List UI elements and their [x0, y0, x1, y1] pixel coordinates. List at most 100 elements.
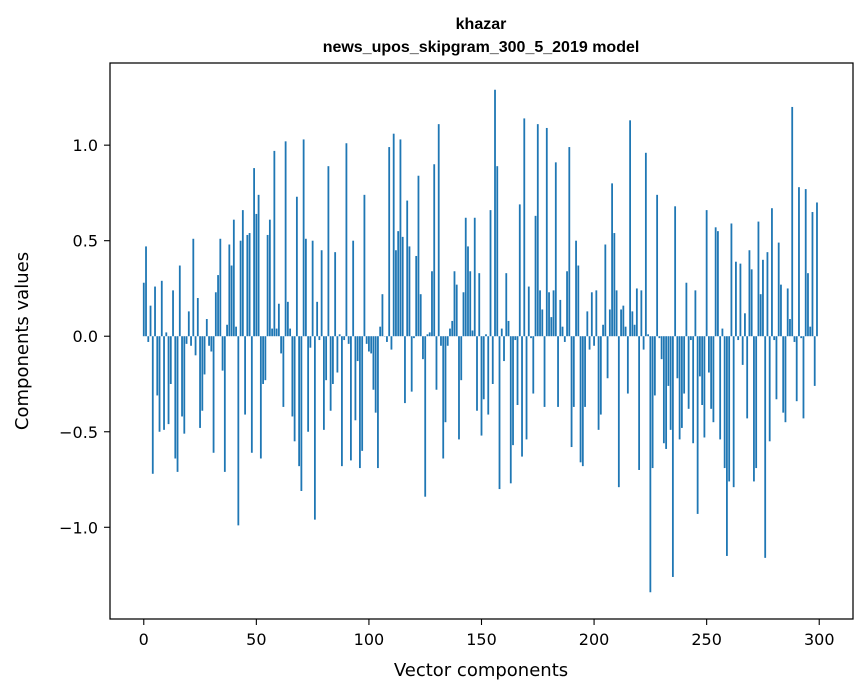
- bar-283: [780, 284, 782, 337]
- bar-234: [669, 336, 672, 430]
- bar-250: [705, 210, 708, 337]
- bar-53: [262, 336, 264, 384]
- bar-171: [527, 286, 530, 337]
- bar-165: [514, 336, 517, 341]
- bar-120: [413, 336, 415, 339]
- bar-191: [572, 336, 575, 407]
- bar-54: [264, 336, 267, 381]
- bar-88: [341, 336, 343, 467]
- bar-170: [525, 336, 528, 440]
- bar-240: [683, 336, 686, 394]
- x-axis-label: Vector components: [394, 660, 568, 681]
- bar-153: [487, 336, 490, 415]
- bar-65: [289, 328, 292, 337]
- bar-282: [777, 242, 780, 337]
- bar-9: [163, 336, 165, 430]
- bar-74: [309, 336, 312, 348]
- bar-248: [701, 336, 704, 405]
- bar-123: [419, 294, 422, 337]
- bar-174: [534, 215, 537, 337]
- bar-71: [302, 139, 305, 337]
- bar-141: [460, 336, 463, 381]
- bar-102: [372, 336, 375, 390]
- bar-154: [489, 210, 492, 337]
- bar-163: [509, 336, 512, 484]
- bar-46: [246, 234, 249, 337]
- x-tick-label: 50: [246, 630, 266, 649]
- bar-180: [548, 292, 550, 337]
- bar-7: [158, 336, 161, 432]
- bar-187: [563, 336, 566, 342]
- bar-22: [192, 238, 195, 337]
- chart-title-line-2: news_upos_skipgram_300_5_2019 model: [323, 39, 640, 56]
- bar-42: [237, 336, 240, 526]
- bar-167: [518, 204, 521, 337]
- bar-138: [453, 271, 456, 337]
- bar-251: [708, 336, 710, 373]
- bar-172: [530, 336, 532, 339]
- bar-69: [298, 336, 301, 467]
- bar-11: [167, 336, 170, 425]
- bar-130: [435, 336, 438, 390]
- x-tick-label: 0: [139, 630, 149, 649]
- bar-35: [221, 336, 224, 371]
- bar-214: [624, 326, 627, 337]
- bar-133: [442, 336, 445, 459]
- bar-246: [696, 336, 699, 514]
- bar-293: [802, 336, 805, 419]
- bar-10: [165, 332, 168, 337]
- bar-183: [554, 162, 557, 337]
- bar-298: [813, 336, 816, 386]
- bar-212: [620, 309, 622, 337]
- bar-27: [203, 336, 206, 375]
- bar-104: [377, 336, 379, 469]
- bar-66: [291, 336, 294, 417]
- bar-281: [775, 336, 778, 400]
- bar-116: [404, 336, 406, 404]
- bar-4: [151, 336, 154, 474]
- bar-147: [473, 217, 476, 337]
- bar-117: [406, 200, 409, 337]
- bar-44: [241, 210, 244, 337]
- bar-207: [608, 309, 611, 337]
- bar-108: [386, 336, 388, 342]
- bar-270: [750, 269, 753, 337]
- bar-182: [552, 290, 555, 337]
- bar-295: [807, 273, 809, 337]
- bar-184: [557, 336, 559, 407]
- bar-48: [250, 336, 253, 453]
- bar-254: [714, 227, 717, 337]
- bar-232: [665, 336, 668, 449]
- bar-135: [446, 336, 449, 346]
- bar-127: [428, 332, 431, 337]
- bar-137: [451, 320, 454, 337]
- bar-24: [196, 298, 199, 337]
- bar-188: [566, 271, 568, 337]
- bar-15: [176, 336, 179, 472]
- y-tick-label: −1.0: [59, 518, 98, 537]
- bar-179: [545, 127, 548, 337]
- bar-197: [586, 311, 589, 337]
- bar-70: [300, 336, 303, 491]
- bar-52: [259, 336, 262, 459]
- bar-175: [536, 124, 539, 337]
- bar-128: [431, 271, 433, 337]
- bar-84: [332, 336, 334, 384]
- bar-159: [500, 328, 503, 337]
- bar-115: [401, 236, 404, 337]
- bar-242: [687, 336, 690, 409]
- x-tick-label: 200: [579, 630, 610, 649]
- bar-62: [282, 336, 285, 407]
- bar-143: [464, 217, 467, 337]
- bar-252: [710, 336, 713, 409]
- bar-86: [336, 336, 339, 373]
- bar-215: [626, 336, 629, 394]
- bar-64: [286, 301, 289, 337]
- bar-275: [762, 259, 764, 337]
- bar-57: [271, 328, 274, 337]
- y-axis-ticks: −1.0 −0.5 0.0 0.5 1.0: [59, 136, 110, 537]
- bar-25: [199, 336, 201, 428]
- bar-37: [226, 324, 228, 337]
- bar-289: [793, 336, 796, 342]
- bar-13: [172, 290, 174, 337]
